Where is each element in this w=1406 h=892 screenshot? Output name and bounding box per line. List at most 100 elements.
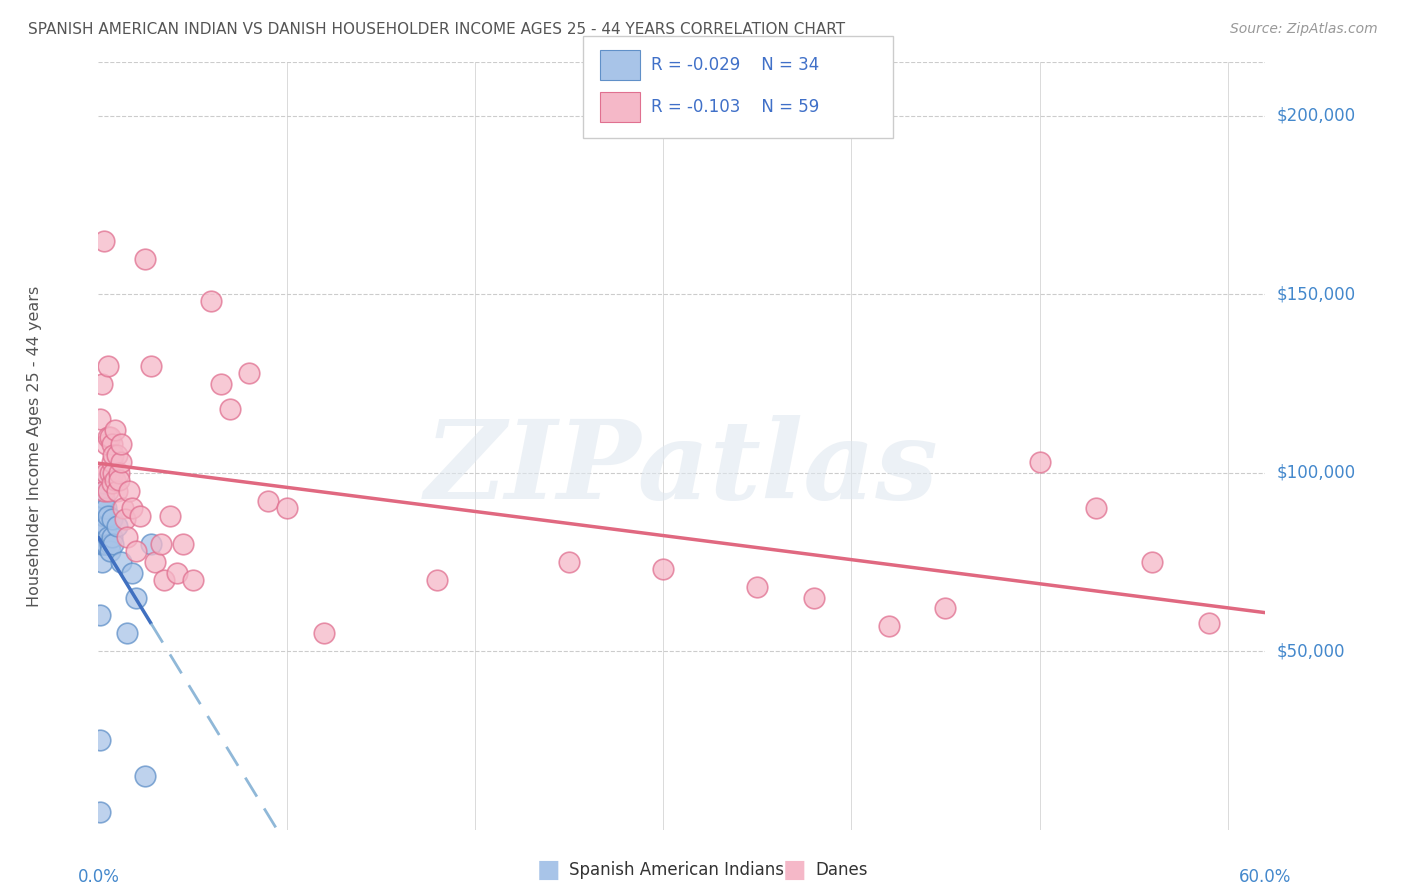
Text: SPANISH AMERICAN INDIAN VS DANISH HOUSEHOLDER INCOME AGES 25 - 44 YEARS CORRELAT: SPANISH AMERICAN INDIAN VS DANISH HOUSEH… [28,22,845,37]
Point [121,501,143,516]
Point [98,544,121,558]
Point [181,573,204,587]
Point [91,466,114,480]
Text: $200,000: $200,000 [1277,107,1355,125]
Point [256,494,278,508]
Point [103,466,125,480]
Point [105,448,128,462]
Point [209,376,232,391]
Point [117,483,139,498]
Point [91,491,114,505]
Text: Source: ZipAtlas.com: Source: ZipAtlas.com [1230,22,1378,37]
Point [166,566,188,580]
Text: $150,000: $150,000 [1277,285,1355,303]
Point [276,501,298,516]
Point [100,437,122,451]
Point [89,537,111,551]
Point [94,537,117,551]
Point [110,437,132,451]
Point [94,501,117,516]
Point [97,508,120,523]
Point [104,423,127,437]
Point [100,512,122,526]
Point [91,376,114,391]
Point [100,530,122,544]
Point [94,466,117,480]
Point [426,573,449,587]
Point [1198,615,1220,630]
Point [103,537,125,551]
Point [747,580,769,594]
Point [93,491,115,505]
Point [115,530,138,544]
Point [94,437,117,451]
Point [558,555,581,569]
Point [1142,555,1164,569]
Text: R = -0.103    N = 59: R = -0.103 N = 59 [651,98,820,116]
Point [877,619,900,633]
Point [238,366,260,380]
Point [93,508,115,523]
Point [108,466,131,480]
Point [139,359,162,373]
Point [93,476,115,491]
Point [91,519,114,533]
Point [89,412,111,426]
Point [103,448,125,462]
Point [115,626,138,640]
Point [803,591,825,605]
Point [89,608,111,623]
Point [89,491,111,505]
Point [97,483,120,498]
Point [98,466,121,480]
Point [91,537,114,551]
Point [172,537,194,551]
Point [139,537,162,551]
Point [97,530,120,544]
Point [93,537,115,551]
Point [91,555,114,569]
Point [105,519,128,533]
Text: ZIPatlas: ZIPatlas [425,416,939,523]
Point [97,359,120,373]
Point [98,537,121,551]
Point [128,508,150,523]
Point [1028,455,1050,469]
Point [314,626,336,640]
Point [134,252,156,266]
Point [1085,501,1108,516]
Point [93,519,115,533]
Point [105,483,128,498]
Point [219,401,242,416]
Point [143,555,166,569]
Point [93,234,115,248]
Point [200,294,222,309]
Point [93,501,115,516]
Text: Householder Income Ages 25 - 44 years: Householder Income Ages 25 - 44 years [27,285,42,607]
Point [114,512,136,526]
Text: $50,000: $50,000 [1277,642,1346,660]
Point [125,591,148,605]
Point [134,769,156,783]
Point [108,473,131,487]
Point [110,455,132,469]
Point [93,483,115,498]
Text: ■: ■ [537,858,560,881]
Point [89,805,111,819]
Text: 0.0%: 0.0% [77,869,120,887]
Text: Spanish American Indians: Spanish American Indians [569,861,785,879]
Text: ■: ■ [783,858,806,881]
Point [149,537,172,551]
Point [100,455,122,469]
Point [121,566,143,580]
Point [159,508,181,523]
Text: 60.0%: 60.0% [1239,869,1292,887]
Point [110,555,132,569]
Point [94,519,117,533]
Text: R = -0.029    N = 34: R = -0.029 N = 34 [651,56,820,74]
Point [652,562,675,576]
Point [100,476,122,491]
Point [89,733,111,747]
Text: Danes: Danes [815,861,868,879]
Point [98,430,121,444]
